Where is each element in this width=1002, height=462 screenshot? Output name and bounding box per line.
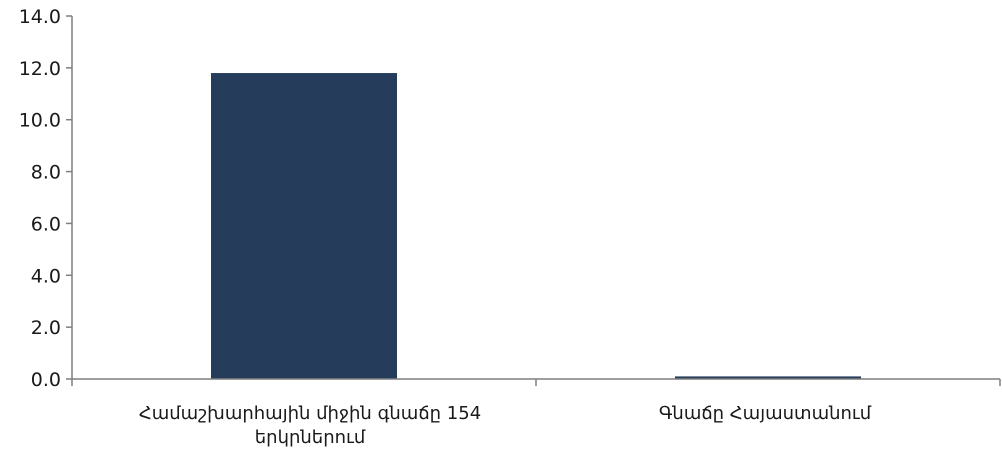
bar-1: [675, 376, 861, 379]
bars: [211, 73, 861, 380]
x-axis-ticks: [71, 379, 1001, 386]
y-tick-label: 8.0: [31, 162, 61, 184]
y-tick-label: 2.0: [31, 317, 61, 339]
y-tick-label: 14.0: [19, 6, 61, 28]
y-tick-label: 0.0: [31, 369, 61, 391]
bar-0: [211, 73, 397, 380]
y-tick-label: 4.0: [31, 265, 61, 287]
y-axis-ticks: 0.0 2.0 4.0 6.0 8.0 10.0 12.0 14.0: [19, 6, 72, 391]
category-label-armenia: Գնաճը Հայաստանում: [658, 403, 872, 424]
category-label-world-average: Համաշխարհային միջին գնաճը 154 երկրներում: [138, 403, 482, 448]
y-tick-label: 6.0: [31, 213, 61, 235]
y-tick-label: 10.0: [19, 110, 61, 132]
y-tick-label: 12.0: [19, 58, 61, 80]
